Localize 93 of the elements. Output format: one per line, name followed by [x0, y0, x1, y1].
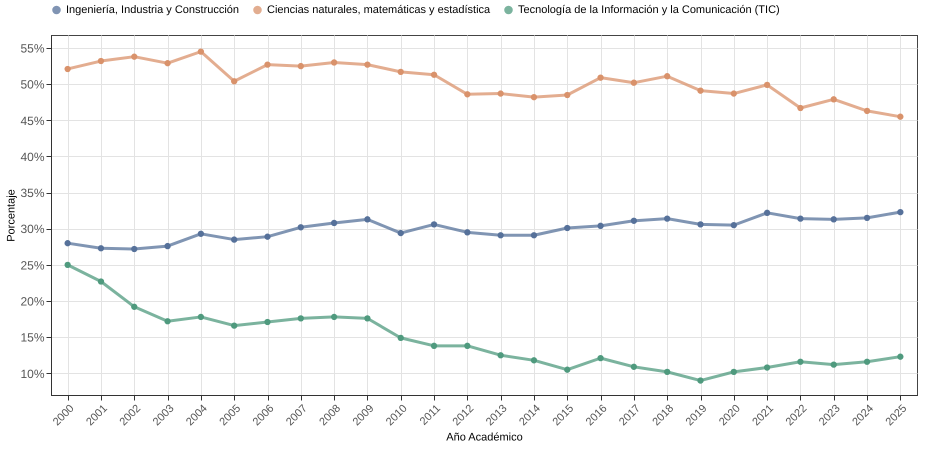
point — [231, 236, 238, 243]
point — [464, 342, 471, 349]
point — [330, 59, 338, 66]
point — [464, 91, 471, 98]
point — [64, 240, 71, 246]
point — [597, 222, 604, 229]
point — [64, 262, 71, 268]
point — [164, 318, 171, 324]
y-tick-label: 20% — [20, 294, 45, 309]
y-tick-label: 10% — [20, 366, 45, 381]
point — [664, 368, 670, 376]
point — [497, 352, 504, 358]
point — [198, 314, 204, 320]
point — [697, 377, 704, 384]
point — [364, 216, 371, 222]
point — [530, 232, 538, 238]
point — [330, 314, 338, 320]
point — [231, 78, 238, 84]
legend-label: Tecnología de la Información y la Comunicación (TIC) — [518, 4, 780, 16]
y-tick-label: 25% — [20, 258, 45, 272]
point — [764, 210, 770, 216]
point — [830, 96, 837, 102]
point — [664, 215, 670, 222]
point — [830, 216, 837, 222]
point — [764, 82, 770, 88]
point — [797, 358, 804, 365]
y-axis-title: Porcentaje — [5, 189, 18, 242]
point — [864, 108, 870, 114]
point — [630, 364, 638, 370]
y-tick-label: 55% — [20, 42, 45, 56]
point — [64, 66, 71, 72]
point — [298, 62, 304, 70]
point — [897, 354, 904, 360]
point — [530, 357, 538, 364]
point — [364, 315, 371, 322]
point — [897, 114, 904, 120]
point — [264, 61, 271, 68]
point — [697, 88, 704, 94]
y-tick-label: 15% — [20, 330, 45, 345]
point — [630, 80, 638, 86]
point — [198, 230, 204, 237]
point — [497, 90, 504, 97]
point — [398, 68, 404, 76]
y-tick-label: 45% — [20, 114, 45, 128]
point — [630, 218, 638, 224]
point — [697, 221, 704, 228]
point — [564, 366, 570, 373]
point — [298, 315, 304, 322]
point — [464, 229, 471, 236]
point — [730, 222, 737, 228]
y-tick-label: 50% — [20, 78, 45, 92]
point — [797, 104, 804, 112]
legend-label: Ingeniería, Industria y Construcción — [66, 4, 240, 16]
point — [98, 58, 104, 64]
point — [730, 368, 737, 376]
point — [164, 242, 171, 250]
point — [330, 220, 338, 226]
x-axis-title: Año Académico — [446, 432, 523, 444]
point — [364, 61, 371, 68]
point — [864, 214, 870, 222]
point — [564, 92, 570, 98]
point — [664, 73, 670, 80]
point — [131, 304, 138, 310]
point — [164, 60, 171, 66]
point — [98, 245, 104, 252]
point — [264, 318, 271, 326]
y-tick-label: 30% — [20, 222, 45, 236]
point — [797, 215, 804, 222]
point — [597, 74, 604, 81]
point — [764, 364, 770, 371]
point — [497, 232, 504, 238]
point — [430, 342, 438, 349]
point — [864, 358, 870, 365]
y-tick-label: 40% — [20, 150, 45, 164]
point — [564, 224, 570, 232]
legend-label: Ciencias naturales, matemáticas y estadística — [267, 4, 492, 16]
y-tick-label: 35% — [20, 186, 45, 200]
point — [298, 224, 304, 230]
point — [430, 221, 438, 228]
point — [198, 48, 204, 55]
point — [430, 72, 438, 78]
point — [398, 230, 404, 236]
point — [231, 322, 238, 329]
point — [530, 94, 538, 100]
point — [830, 361, 837, 368]
point — [730, 90, 737, 97]
point — [98, 278, 104, 285]
point — [264, 234, 271, 240]
point — [131, 246, 138, 252]
point — [597, 354, 604, 362]
point — [897, 208, 904, 216]
point — [131, 54, 138, 60]
point — [398, 334, 404, 342]
